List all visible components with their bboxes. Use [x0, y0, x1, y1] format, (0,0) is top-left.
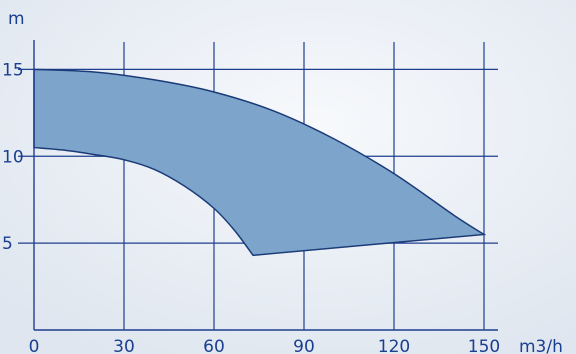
x-tick-label-150: 150	[468, 337, 500, 354]
y-tick-label-5: 5	[2, 234, 13, 254]
x-tick-label-120: 120	[378, 337, 410, 354]
x-tick-label-30: 30	[113, 337, 135, 354]
operating-range-band	[33, 68, 487, 257]
axes	[33, 40, 498, 331]
y-axis-label: m	[8, 9, 25, 29]
x-tick-label-90: 90	[293, 337, 315, 354]
y-tick-label-15: 15	[2, 60, 24, 80]
x-tick-label-60: 60	[203, 337, 225, 354]
y-tick-label-10: 10	[2, 147, 24, 167]
band-area	[33, 68, 487, 257]
x-tick-label-0: 0	[29, 337, 40, 354]
tick-labels: 0 30 60 90 120 150 5 10 15 m m3/h	[2, 9, 563, 354]
x-axis-label: m3/h	[519, 337, 563, 354]
